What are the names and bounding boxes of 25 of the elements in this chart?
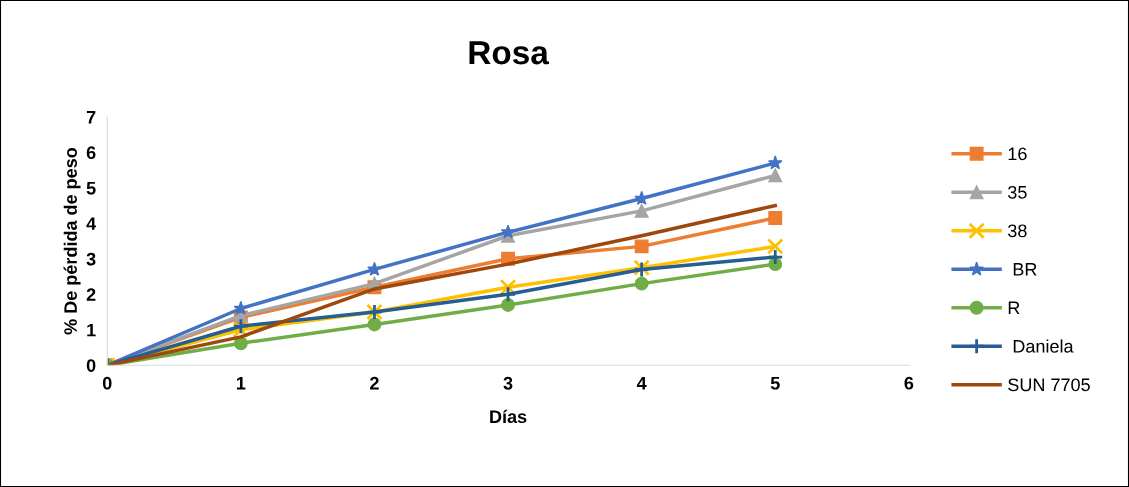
y-tick-label: 0: [86, 359, 96, 372]
y-tick-label: 4: [86, 217, 97, 230]
legend-label: 35: [1008, 185, 1027, 199]
chart-title: Rosa: [469, 41, 550, 65]
y-tick-label: 3: [86, 252, 96, 266]
x-tick-label: 2: [370, 376, 379, 390]
x-tick-label: 1: [236, 377, 246, 390]
legend-label: BR: [1013, 263, 1037, 276]
legend-label: Daniela: [1013, 339, 1074, 353]
x-tick-label: 0: [102, 376, 112, 390]
legend-label: 16: [1008, 147, 1027, 161]
y-tick-label: 2: [86, 288, 96, 301]
legend-label: 38: [1008, 224, 1027, 238]
y-tick-label: 1: [87, 323, 96, 337]
x-tick-label: 5: [770, 377, 780, 390]
y-tick-label: 5: [86, 181, 96, 195]
x-axis-title: Días: [490, 409, 527, 424]
y-tick-label: 7: [86, 111, 96, 124]
y-tick-label: 6: [86, 146, 96, 160]
y-axis-title: % De pérdida de peso: [63, 147, 81, 335]
x-tick-label: 6: [904, 376, 914, 390]
x-tick-label: 4: [636, 377, 647, 390]
legend-label: R: [1008, 301, 1020, 315]
legend-label: SUN 7705: [1008, 378, 1090, 392]
x-tick-label: 3: [503, 376, 513, 390]
